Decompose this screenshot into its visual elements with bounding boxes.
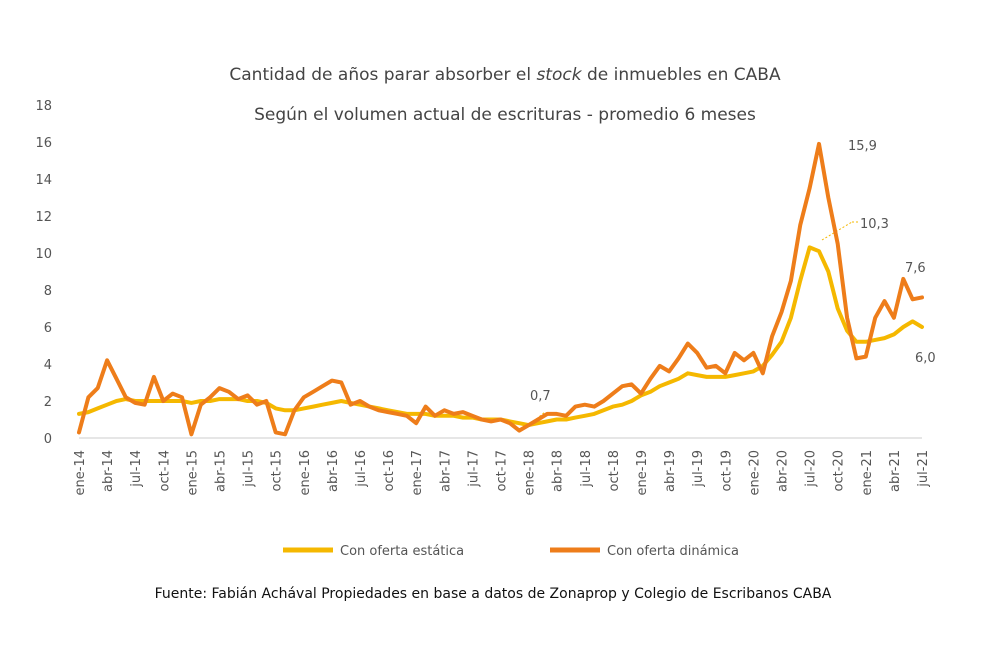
x-tick-label: abr-18	[551, 450, 566, 492]
title-part: stock	[536, 65, 582, 85]
x-tick-label: oct-20	[832, 450, 847, 491]
x-tick-label: ene-14	[73, 450, 88, 495]
x-tick-label: abr-15	[214, 450, 229, 492]
x-tick-label: abr-14	[101, 450, 116, 492]
y-tick-label: 16	[35, 136, 52, 151]
y-tick-label: 4	[44, 358, 52, 373]
x-tick-label: ene-16	[298, 450, 313, 495]
title-part: de inmuebles en CABA	[582, 65, 781, 85]
x-tick-label: abr-21	[888, 450, 903, 492]
x-tick-label: ene-19	[635, 450, 650, 495]
x-tick-label: jul-17	[466, 450, 481, 488]
x-tick-label: ene-20	[747, 450, 762, 495]
annotation: 10,3	[860, 217, 889, 232]
y-tick-label: 12	[35, 210, 52, 225]
annotation: 6,0	[915, 351, 936, 366]
annotation: 15,9	[848, 139, 877, 154]
x-tick-label: ene-17	[410, 450, 425, 495]
y-tick-label: 10	[35, 247, 52, 262]
title-part: Cantidad de años parar absorber el	[229, 65, 536, 85]
x-tick-label: abr-16	[326, 450, 341, 492]
annotation: 0,7	[530, 389, 551, 404]
y-tick-label: 2	[44, 395, 52, 410]
x-tick-label: jul-18	[579, 450, 594, 488]
x-tick-label: jul-15	[242, 450, 257, 488]
x-tick-label: oct-19	[719, 450, 734, 491]
y-tick-label: 8	[44, 284, 52, 299]
source-note: Fuente: Fabián Achával Propiedades en ba…	[155, 586, 832, 602]
x-tick-label: abr-20	[776, 450, 791, 492]
x-tick-label: oct-18	[607, 450, 622, 491]
x-tick-label: jul-14	[129, 450, 144, 488]
y-tick-label: 6	[44, 321, 52, 336]
x-tick-label: ene-21	[860, 450, 875, 495]
x-tick-label: jul-20	[804, 450, 819, 488]
x-tick-label: jul-16	[354, 450, 369, 488]
x-tick-label: oct-16	[382, 450, 397, 491]
y-tick-label: 18	[35, 99, 52, 114]
x-tick-label: ene-15	[185, 450, 200, 495]
chart-subtitle: Según el volumen actual de escrituras - …	[254, 105, 756, 125]
y-tick-label: 14	[35, 173, 52, 188]
x-tick-label: oct-17	[495, 450, 510, 491]
x-tick-label: oct-15	[270, 450, 285, 491]
series-line	[77, 141, 924, 437]
x-tick-label: oct-14	[157, 450, 172, 491]
x-tick-label: ene-18	[523, 450, 538, 495]
x-tick-label: jul-21	[916, 450, 931, 488]
x-tick-label: jul-19	[691, 450, 706, 488]
legend-label: Con oferta estática	[340, 544, 464, 559]
annotation: 7,6	[905, 261, 926, 276]
y-tick-label: 0	[44, 432, 52, 447]
chart-title: Cantidad de años parar absorber el stock…	[229, 65, 781, 85]
legend-label: Con oferta dinámica	[607, 544, 739, 559]
x-tick-label: abr-17	[438, 450, 453, 492]
x-tick-label: abr-19	[663, 450, 678, 492]
